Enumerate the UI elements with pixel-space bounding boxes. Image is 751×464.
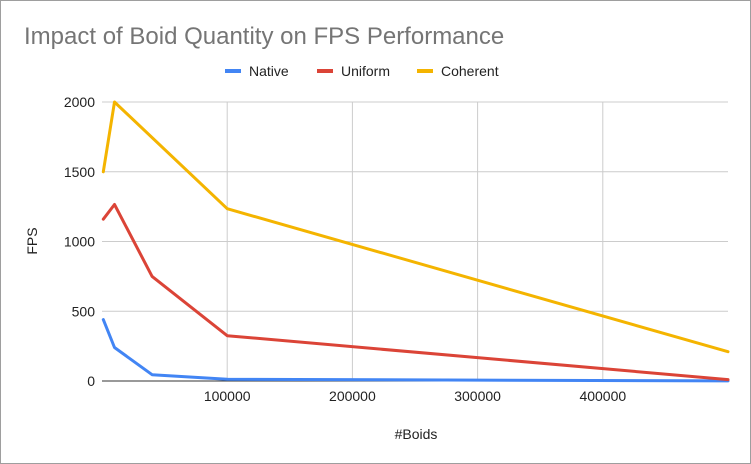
legend-swatch-coherent: [417, 69, 433, 73]
legend-swatch-uniform: [317, 69, 333, 73]
series-lines: [101, 100, 730, 383]
legend-swatch-native: [225, 69, 241, 73]
series-line-coherent: [101, 100, 730, 354]
x-tick-label-200000: 200000: [329, 388, 376, 404]
y-axis-title: FPS: [24, 227, 40, 254]
series-line-native: [101, 318, 730, 383]
tick-labels: 0 500 1000 1500 2000 100000 200000 300000 400000: [64, 94, 627, 404]
x-tick-label-400000: 400000: [579, 388, 626, 404]
x-tick-label-300000: 300000: [454, 388, 501, 404]
y-tick-label-2000: 2000: [64, 94, 95, 110]
y-tick-label-0: 0: [87, 373, 95, 389]
gridlines: [102, 101, 728, 381]
legend-label-uniform: Uniform: [341, 63, 390, 79]
x-axis-title: #Boids: [395, 426, 438, 442]
y-tick-label-1500: 1500: [64, 164, 95, 180]
series-line-uniform: [101, 203, 730, 382]
legend-label-native: Native: [249, 63, 289, 79]
x-tick-label-100000: 100000: [204, 388, 251, 404]
legend: Native Uniform Coherent: [225, 63, 499, 79]
y-tick-label-500: 500: [72, 303, 96, 319]
legend-label-coherent: Coherent: [441, 63, 499, 79]
y-tick-label-1000: 1000: [64, 234, 95, 250]
chart-title: Impact of Boid Quantity on FPS Performan…: [24, 23, 504, 50]
